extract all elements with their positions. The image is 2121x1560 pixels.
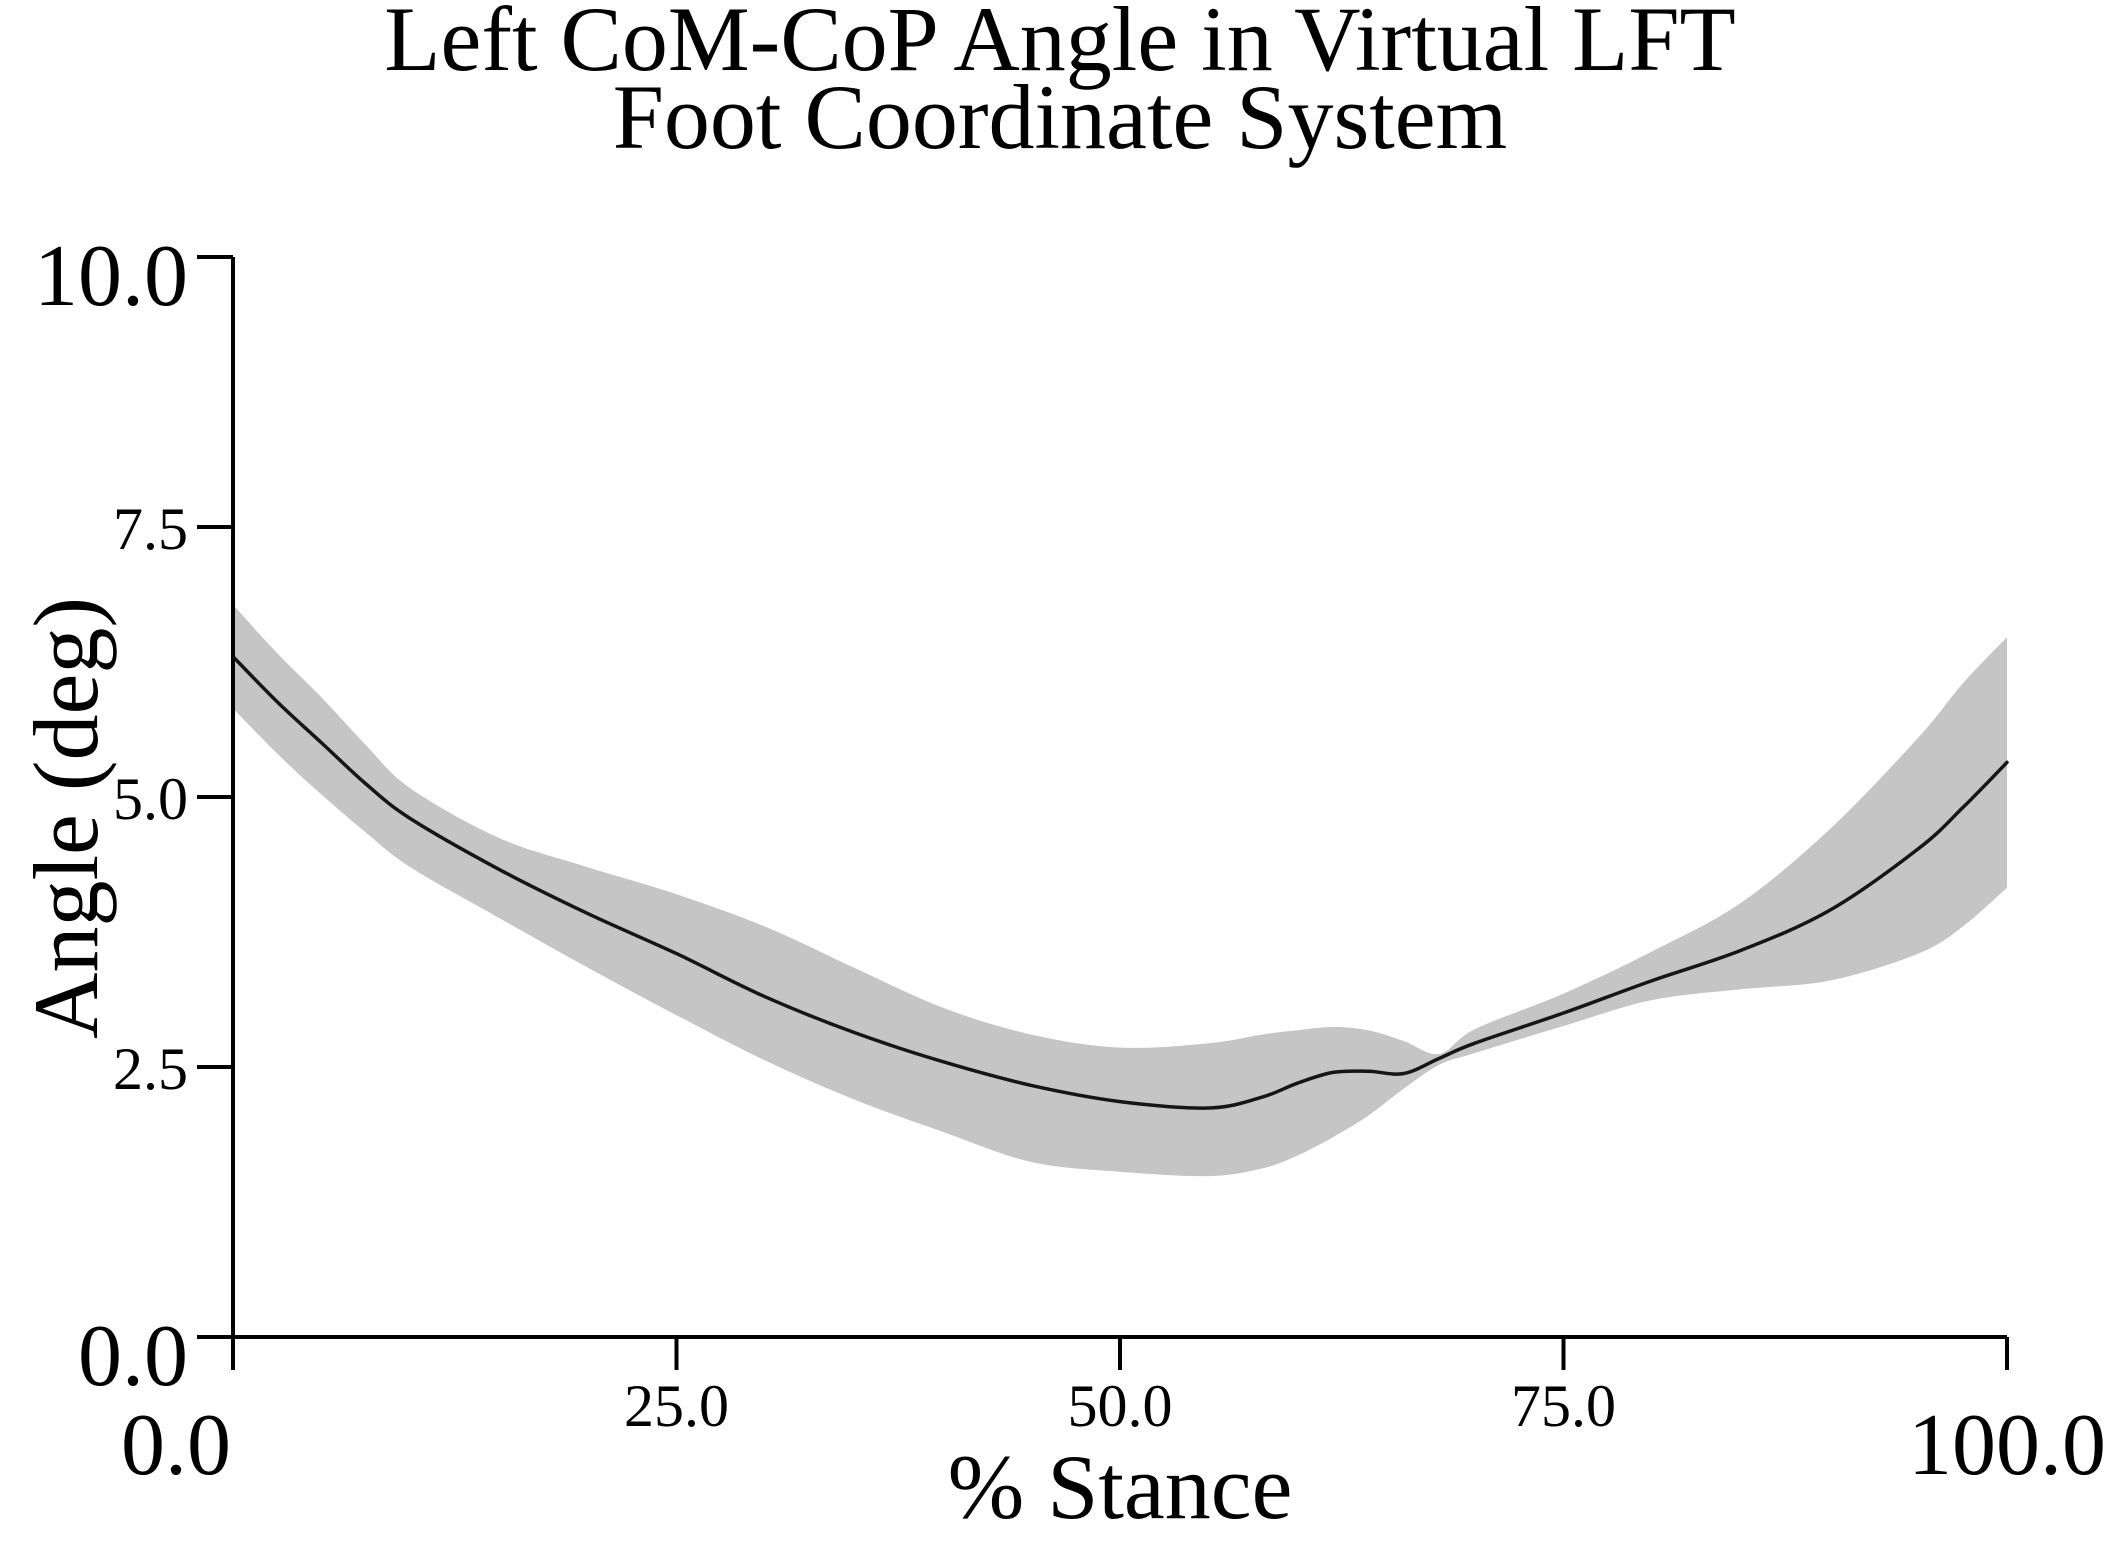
chart-title-line2: Foot Coordinate System (613, 66, 1507, 168)
plot-area: 0.0 2.5 5.0 7.5 10.0 0.0 25.0 50.0 75.0 100.0 (34, 228, 2106, 1494)
y-axis-title: Angle (deg) (15, 597, 117, 1039)
y-tick-label: 2.5 (113, 1036, 188, 1102)
x-tick-label: 100.0 (1908, 1397, 2106, 1494)
mean-line (231, 654, 2009, 1110)
x-tick-label: 0.0 (121, 1397, 231, 1494)
y-tick-label: 7.5 (113, 496, 188, 562)
x-tick-label: 75.0 (1511, 1373, 1616, 1439)
x-axis-title: % Stance (948, 1436, 1293, 1538)
x-tick-label: 50.0 (1068, 1373, 1173, 1439)
y-tick-label: 0.0 (78, 1308, 188, 1405)
y-tick-label: 5.0 (113, 766, 188, 832)
x-tick-label: 25.0 (624, 1373, 729, 1439)
confidence-band (233, 604, 2007, 1177)
axis-lines (231, 257, 2007, 1339)
chart-title-line1: Left CoM-CoP Angle in Virtual LFT (384, 0, 1735, 90)
y-tick-label: 10.0 (34, 228, 188, 325)
